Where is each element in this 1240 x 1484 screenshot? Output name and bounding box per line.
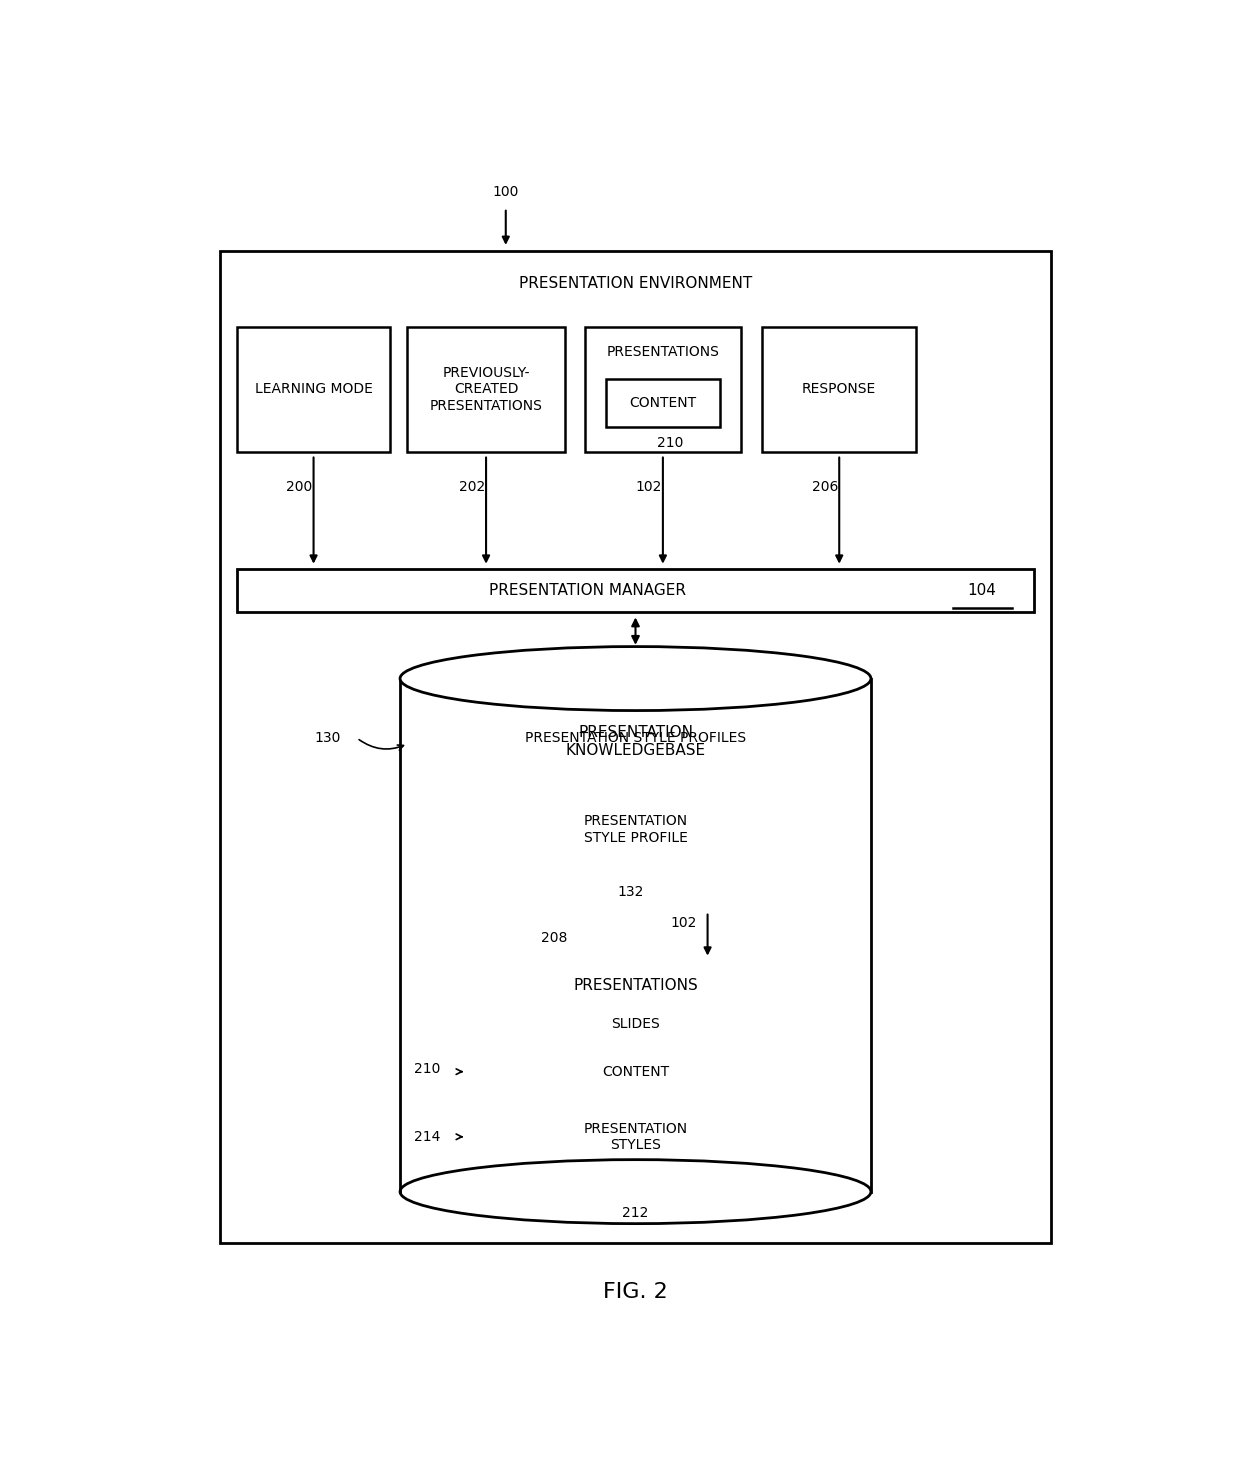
Text: CONTENT: CONTENT [630, 396, 697, 410]
Text: 130: 130 [315, 732, 341, 745]
Text: CONTENT: CONTENT [601, 1064, 670, 1079]
Text: 208: 208 [541, 930, 567, 945]
FancyBboxPatch shape [429, 960, 842, 1206]
Text: PRESENTATION ENVIRONMENT: PRESENTATION ENVIRONMENT [518, 276, 753, 291]
Text: PRESENTATION MANAGER: PRESENTATION MANAGER [489, 583, 686, 598]
FancyBboxPatch shape [429, 709, 842, 904]
Text: PRESENTATIONS: PRESENTATIONS [606, 344, 719, 359]
Text: PRESENTATION
KNOWLEDGEBASE: PRESENTATION KNOWLEDGEBASE [565, 726, 706, 758]
FancyBboxPatch shape [467, 1110, 804, 1165]
Text: LEARNING MODE: LEARNING MODE [254, 383, 372, 396]
Text: 100: 100 [492, 186, 520, 199]
Text: PRESENTATIONS: PRESENTATIONS [573, 978, 698, 993]
Text: RESPONSE: RESPONSE [802, 383, 877, 396]
Text: 210: 210 [657, 436, 683, 450]
FancyBboxPatch shape [467, 1048, 804, 1095]
Ellipse shape [401, 1159, 870, 1224]
FancyBboxPatch shape [584, 326, 742, 453]
Text: 102: 102 [671, 916, 697, 930]
Text: PREVIOUSLY-
CREATED
PRESENTATIONS: PREVIOUSLY- CREATED PRESENTATIONS [429, 367, 543, 413]
Text: 200: 200 [286, 479, 312, 494]
FancyBboxPatch shape [237, 326, 391, 453]
FancyBboxPatch shape [407, 326, 565, 453]
Text: PRESENTATION
STYLE PROFILE: PRESENTATION STYLE PROFILE [584, 815, 687, 844]
Text: PRESENTATION
STYLES: PRESENTATION STYLES [584, 1122, 687, 1152]
FancyBboxPatch shape [237, 568, 1034, 613]
Text: 132: 132 [618, 886, 644, 899]
Text: 210: 210 [414, 1063, 440, 1076]
FancyBboxPatch shape [401, 678, 870, 1192]
Text: 206: 206 [812, 479, 838, 494]
Ellipse shape [401, 647, 870, 711]
FancyBboxPatch shape [448, 999, 823, 1193]
Text: SLIDES: SLIDES [611, 1017, 660, 1031]
Text: FIG. 2: FIG. 2 [603, 1282, 668, 1301]
Text: 202: 202 [459, 479, 485, 494]
Text: 212: 212 [622, 1206, 649, 1220]
Text: 102: 102 [635, 479, 662, 494]
FancyBboxPatch shape [763, 326, 916, 453]
Text: 214: 214 [414, 1129, 440, 1144]
FancyBboxPatch shape [221, 251, 1050, 1244]
FancyBboxPatch shape [453, 784, 818, 876]
FancyBboxPatch shape [605, 380, 720, 427]
Text: 104: 104 [967, 583, 996, 598]
Text: PRESENTATION STYLE PROFILES: PRESENTATION STYLE PROFILES [525, 732, 746, 745]
